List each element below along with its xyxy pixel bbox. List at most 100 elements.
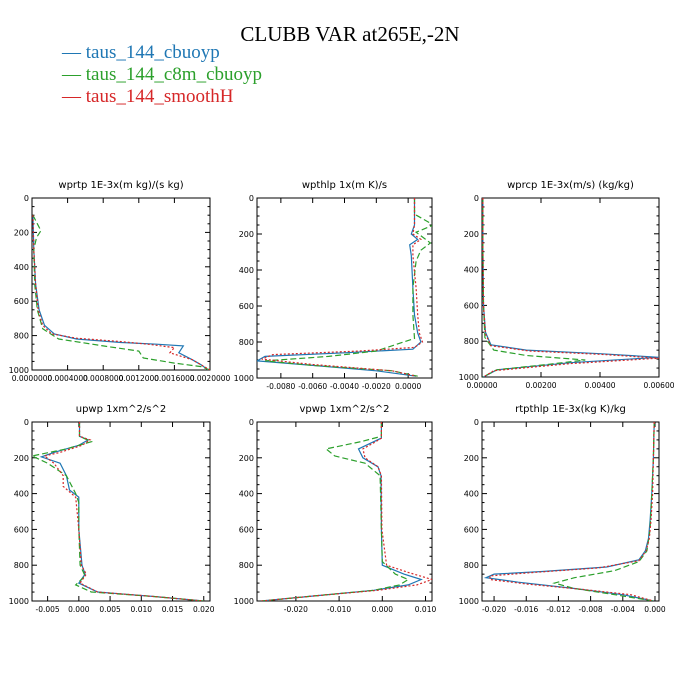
series-line-taus-144-cbuoyp — [39, 422, 204, 601]
x-tick-label: 0.0020000 — [190, 374, 231, 383]
x-tick-label: 0.000 — [68, 605, 90, 614]
x-tick-label: 0.000 — [372, 605, 394, 614]
subplot-6: rtpthlp 1E-3x(kg K)/kg02004006008001000-… — [459, 404, 666, 614]
x-tick-label: 0.00200 — [525, 381, 556, 390]
y-tick-label: 0 — [249, 418, 254, 427]
x-tick-label: 0.010 — [415, 605, 437, 614]
subplot-title: wpthlp 1x(m K)/s — [302, 180, 387, 191]
y-tick-label: 0 — [24, 418, 29, 427]
series-line-taus-144-smoothH — [261, 422, 432, 601]
subplot-title: wprcp 1E-3x(m/s) (kg/kg) — [507, 180, 634, 191]
y-tick-label: 600 — [464, 301, 479, 310]
legend-label: taus_144_c8m_cbuoyp — [85, 64, 263, 85]
legend-item-smoothh: — taus_144_smoothH — [62, 86, 234, 108]
subplot-5: vpwp 1xm^2/s^2 0 200 400 600 800 1000 -0.020 -0.… — [234, 404, 437, 614]
x-tick-label: 0.000 — [644, 605, 666, 614]
y-tick-label: 0 — [474, 418, 479, 427]
plot-frame — [256, 197, 433, 379]
series-line-taus-144-smoothH — [489, 422, 655, 601]
series-line-taus-144-cbuoyp — [32, 215, 209, 370]
series-line-taus-144-cbuoyp — [261, 422, 423, 601]
x-tick-label: 0.015 — [162, 605, 184, 614]
subplot-title: vpwp 1xm^2/s^2 — [299, 404, 389, 415]
y-tick-label: 0 — [474, 194, 479, 203]
x-tick-label: 0.00400 — [584, 381, 615, 390]
series-line-taus-144-cbuoyp — [483, 422, 655, 601]
x-tick-label: -0.012 — [546, 605, 570, 614]
series-line-taus-144-c8m-cbuoyp — [482, 198, 586, 377]
plot-frame — [481, 197, 660, 378]
legend-label: taus_144_smoothH — [85, 86, 234, 107]
series-line-taus-144-c8m-cbuoyp — [264, 198, 432, 377]
x-tick-label: -0.0080 — [266, 382, 295, 391]
x-tick-label: 0.0004000 — [47, 374, 88, 383]
y-tick-label: 400 — [464, 490, 479, 499]
x-tick-label: -0.020 — [482, 605, 506, 614]
y-tick-label: 800 — [14, 561, 29, 570]
plot-frame — [31, 197, 211, 371]
plot-frame — [31, 421, 211, 602]
y-tick-label: 400 — [239, 490, 254, 499]
y-tick-label: 400 — [464, 266, 479, 275]
x-tick-label: 0.00600 — [643, 381, 674, 390]
y-tick-label: 1000 — [459, 597, 479, 606]
series-line-taus-144-cbuoyp — [257, 198, 422, 377]
y-tick-label: 600 — [239, 525, 254, 534]
legend-marker: — — [62, 42, 81, 63]
series-line-taus-144-c8m-cbuoyp — [552, 422, 655, 601]
x-tick-label: -0.005 — [36, 605, 60, 614]
x-tick-label: -0.0020 — [362, 382, 391, 391]
x-tick-label: 0.0000 — [395, 382, 421, 391]
y-tick-label: 600 — [14, 297, 29, 306]
series-line-taus-144-smoothH — [261, 198, 424, 377]
y-tick-label: 800 — [14, 332, 29, 341]
y-tick-label: 800 — [239, 561, 254, 570]
y-tick-label: 200 — [239, 230, 254, 239]
x-tick-label: -0.010 — [327, 605, 351, 614]
legend-item-cbuoyp: — taus_144_cbuoyp — [62, 42, 220, 64]
series-line-taus-144-c8m-cbuoyp — [32, 422, 204, 601]
series-line-taus-144-c8m-cbuoyp — [261, 422, 410, 601]
subplot-1: wprtp 1E-3x(m kg)/(s kg) 0 200 400 600 800 100… — [9, 180, 231, 383]
y-tick-label: 1000 — [234, 374, 254, 383]
series-line-taus-144-smoothH — [43, 422, 204, 601]
y-tick-label: 0 — [24, 194, 29, 203]
x-tick-label: -0.008 — [579, 605, 603, 614]
x-tick-label: 0.005 — [99, 605, 121, 614]
y-tick-label: 200 — [464, 230, 479, 239]
y-tick-label: 1000 — [9, 597, 29, 606]
x-tick-label: -0.016 — [514, 605, 538, 614]
x-tick-label: -0.004 — [611, 605, 635, 614]
x-tick-label: -0.020 — [284, 605, 308, 614]
legend-label: taus_144_cbuoyp — [85, 42, 220, 63]
subplot-3: wprcp 1E-3x(m/s) (kg/kg) 0 200 400 600 800 100… — [459, 180, 675, 390]
series-line-taus-144-smoothH — [482, 198, 659, 377]
legend-marker: — — [62, 86, 81, 107]
series-line-taus-144-c8m-cbuoyp — [32, 214, 210, 370]
x-tick-label: 0.00000 — [466, 381, 497, 390]
y-tick-label: 400 — [14, 490, 29, 499]
subplot-title: wprtp 1E-3x(m kg)/(s kg) — [58, 180, 183, 191]
y-tick-label: 1000 — [9, 366, 29, 375]
y-tick-label: 800 — [464, 561, 479, 570]
y-tick-label: 1000 — [234, 597, 254, 606]
x-tick-label: 0.0016000 — [154, 374, 195, 383]
figure-title: CLUBB VAR at265E,-2N — [240, 22, 460, 46]
series-line-taus-144-smoothH — [32, 215, 210, 370]
x-tick-label: -0.0040 — [330, 382, 359, 391]
subplot-title: upwp 1xm^2/s^2 — [76, 404, 166, 415]
y-tick-label: 200 — [14, 228, 29, 237]
y-tick-label: 800 — [239, 338, 254, 347]
y-tick-label: 600 — [239, 302, 254, 311]
y-tick-label: 1000 — [459, 373, 479, 382]
y-tick-label: 200 — [239, 454, 254, 463]
legend-marker: — — [62, 64, 81, 85]
subplot-4: upwp 1xm^2/s^2 0 200 400 600 800 1000 -0.005 0.0… — [9, 404, 215, 614]
y-tick-label: 200 — [464, 454, 479, 463]
legend-item-c8m-cbuoyp: — taus_144_c8m_cbuoyp — [62, 64, 262, 86]
x-tick-label: -0.0060 — [298, 382, 327, 391]
subplot-2: wpthlp 1x(m K)/s 0 200 400 600 800 1000 -0.0080… — [234, 180, 433, 391]
y-tick-label: 0 — [249, 194, 254, 203]
x-tick-label: 0.010 — [131, 605, 153, 614]
